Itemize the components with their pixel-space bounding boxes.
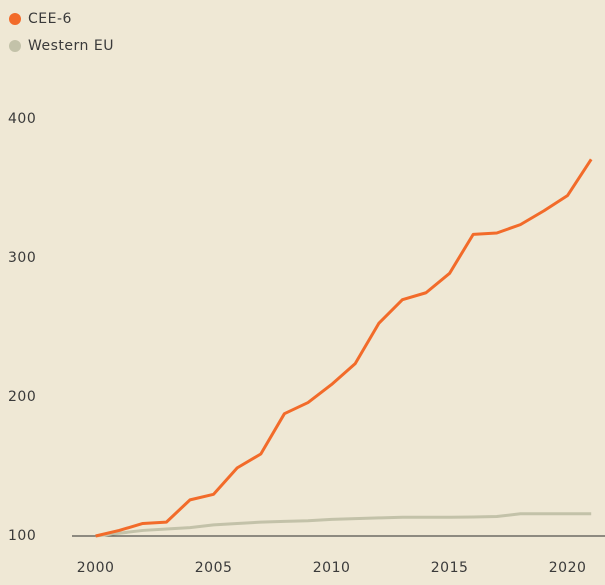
legend-label: Western EU bbox=[28, 38, 114, 54]
y-tick-label: 100 bbox=[8, 528, 36, 544]
legend-swatch bbox=[9, 13, 21, 25]
x-tick-label: 2000 bbox=[77, 560, 115, 576]
x-tick-label: 2005 bbox=[195, 560, 233, 576]
series-line bbox=[95, 158, 593, 538]
legend-swatch bbox=[9, 40, 21, 52]
x-tick-label: 2020 bbox=[549, 560, 587, 576]
y-tick-label: 400 bbox=[8, 111, 36, 127]
y-tick-label: 300 bbox=[8, 250, 36, 266]
legend-label: CEE-6 bbox=[28, 11, 72, 27]
x-tick-label: 2010 bbox=[313, 560, 351, 576]
series-line bbox=[95, 512, 592, 538]
x-tick-label: 2015 bbox=[431, 560, 469, 576]
y-tick-label: 200 bbox=[8, 389, 36, 405]
